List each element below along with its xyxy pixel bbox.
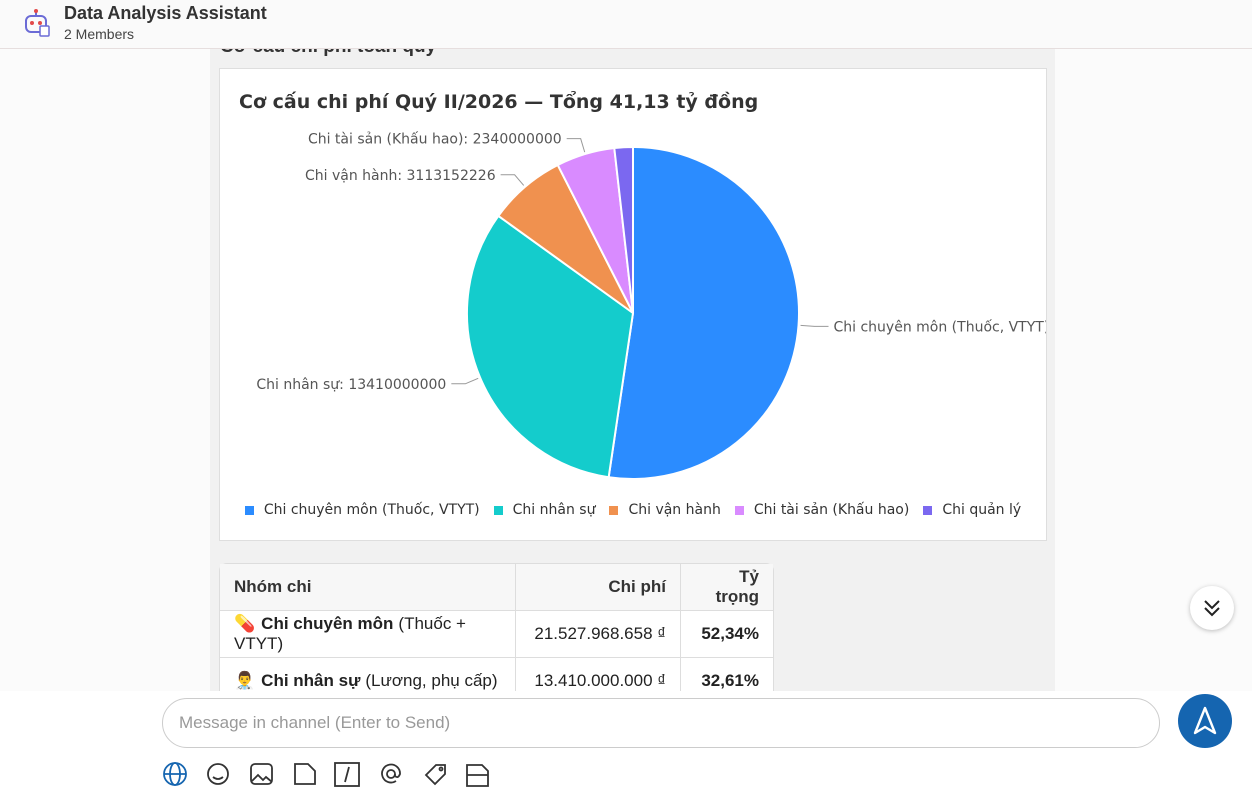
row-icon: 👨‍⚕️ (234, 671, 256, 690)
column-header: Chi phí (516, 564, 681, 611)
emoji-icon[interactable] (207, 763, 229, 785)
table-row: 💊 Chi chuyên môn (Thuốc + VTYT) 21.527.968.… (220, 611, 773, 658)
amount-cell: 13.410.000.000 ₫ (516, 658, 681, 691)
leader-line (800, 324, 829, 327)
column-header: Nhóm chi (220, 564, 516, 611)
scroll-down-button[interactable] (1190, 586, 1234, 630)
legend-swatch (923, 505, 933, 515)
legend-swatch (244, 505, 254, 515)
bot-avatar (25, 9, 50, 37)
slice-label: Chi vận hành: 3113152226 (305, 168, 496, 184)
message-input[interactable]: Message in channel (Enter to Send) (162, 698, 1160, 748)
file-icon[interactable] (294, 763, 316, 785)
legend-swatch (734, 505, 744, 515)
chart-title: Cơ cấu chi phí Quý II/2026 — Tổng 41,13 … (239, 91, 759, 113)
legend-label: Chi nhân sự (512, 502, 596, 518)
legend-swatch (493, 505, 503, 515)
chevron-icon (1204, 600, 1220, 617)
amount-cell: 21.527.968.658 ₫ (516, 611, 681, 658)
group-detail: (Lương, phụ cấp) (365, 671, 498, 690)
legend-label: Chi chuyên môn (Thuốc, VTYT) (263, 502, 480, 518)
member-count: 2 Members (64, 26, 135, 42)
group-detail: (Thuốc + VTYT) (234, 614, 466, 653)
legend-item: Chi nhân sự (493, 502, 596, 518)
legend-item: Chi quản lý (923, 502, 1021, 518)
send-button[interactable] (1178, 694, 1232, 748)
legend-item: Chi vận hành (609, 502, 721, 518)
globe-icon[interactable] (163, 762, 187, 786)
document-icon[interactable] (466, 764, 489, 787)
legend-swatch (609, 505, 619, 515)
channel-title: Data Analysis Assistant (64, 3, 267, 23)
channel-header: Data Analysis Assistant 2 Members (0, 0, 1252, 49)
share-cell: 52,34% (681, 611, 773, 658)
pie-slice (466, 214, 635, 479)
legend-item: Chi chuyên môn (Thuốc, VTYT) (244, 502, 480, 518)
legend-label: Chi tài sản (Khấu hao) (753, 502, 910, 518)
group-name: Chi chuyên môn (261, 614, 394, 633)
group-cell: 💊 Chi chuyên môn (Thuốc + VTYT) (220, 611, 516, 658)
pie-slice (613, 145, 634, 314)
table-row: 👨‍⚕️ Chi nhân sự (Lương, phụ cấp) 13.410.00… (220, 658, 773, 691)
image-icon[interactable] (250, 763, 273, 785)
legend-label: Chi quản lý (942, 502, 1022, 518)
leader-line (566, 138, 586, 153)
command-icon[interactable] (334, 762, 360, 787)
tag-icon[interactable] (424, 764, 446, 786)
toolbar (163, 762, 489, 787)
group-name: Chi nhân sự (261, 671, 361, 690)
column-header: Tỷ trọng (681, 564, 773, 611)
pie-slice (607, 145, 800, 480)
composer: Message in channel (Enter to Send) (0, 691, 1252, 799)
chart-card: Chi chuyên môn (Thuốc, VTYT): 2152796865… (219, 68, 1047, 541)
send-icon (1193, 706, 1217, 735)
mention-icon[interactable] (381, 763, 401, 784)
legend-label: Chi vận hành (628, 502, 721, 518)
chart: Chi chuyên môn (Thuốc, VTYT): 2152796865… (256, 132, 1046, 480)
legend-item: Chi tài sản (Khấu hao) (734, 502, 910, 518)
cost-table: Nhóm chi Chi phí Tỷ trọng 💊 Chi chuyên mô… (219, 563, 774, 691)
leader-line (451, 377, 479, 385)
slice-label: Chi chuyên môn (Thuốc, VTYT): 2152796865… (834, 318, 1046, 335)
group-cell: 👨‍⚕️ Chi nhân sự (Lương, phụ cấp) (220, 658, 516, 691)
slice-label: Chi nhân sự: 13410000000 (256, 377, 446, 393)
section-heading: Cơ cấu chi phí toàn quý (220, 48, 436, 58)
leader-line (500, 174, 525, 186)
row-icon: 💊 (234, 614, 256, 633)
legend: Chi chuyên môn (Thuốc, VTYT) Chi nhân sự C… (220, 502, 1046, 518)
slice-label: Chi tài sản (Khấu hao): 2340000000 (308, 132, 562, 148)
message-column: Cơ cấu chi phí toàn quý Chi chuyên môn (… (210, 48, 1055, 691)
share-cell: 32,61% (681, 658, 773, 691)
